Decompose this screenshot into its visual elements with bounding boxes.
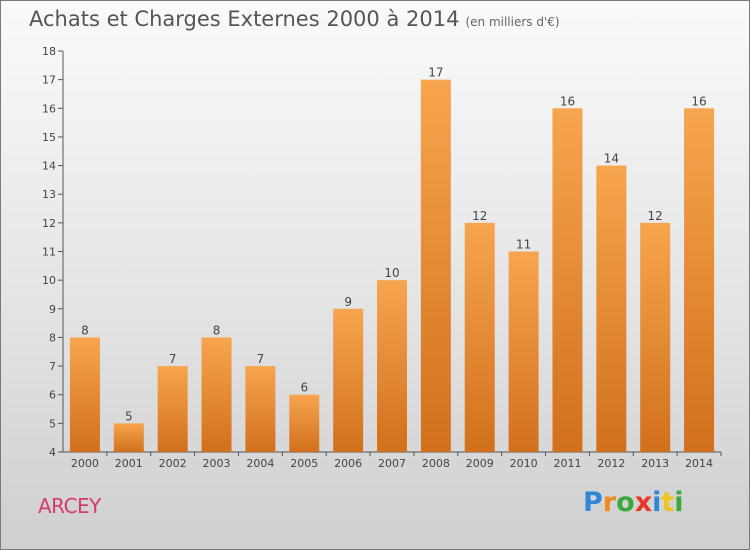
y-tick-label: 10	[42, 274, 56, 287]
y-tick-label: 5	[49, 417, 56, 430]
bar-2008	[420, 79, 451, 453]
logo-letter: i	[674, 487, 684, 518]
data-label-2003: 8	[213, 323, 221, 337]
x-tick-label-2004: 2004	[246, 457, 274, 470]
bar-2009	[464, 222, 495, 452]
x-tick-label-2007: 2007	[378, 457, 406, 470]
bar-2003	[201, 337, 232, 452]
x-tick-label-2006: 2006	[334, 457, 362, 470]
chart-title-text: Achats et Charges Externes 2000 à 2014	[29, 7, 460, 31]
y-tick-label: 16	[42, 102, 56, 115]
bar-2001	[113, 423, 144, 452]
y-tick-label: 12	[42, 217, 56, 230]
logo-letter: o	[616, 487, 635, 518]
y-tick-label: 15	[42, 131, 56, 144]
data-label-2007: 10	[384, 266, 399, 280]
data-label-2002: 7	[169, 352, 177, 366]
bar-2000	[69, 337, 100, 452]
bar-2007	[377, 280, 407, 452]
x-tick-label-2014: 2014	[685, 457, 713, 470]
commune-name: ARCEY	[38, 494, 101, 518]
logo-letter: x	[634, 487, 653, 518]
bar-2005	[289, 394, 320, 452]
data-label-2006: 9	[344, 295, 352, 309]
bar-2012	[596, 165, 627, 453]
bar-2002	[157, 366, 188, 452]
y-tick-label: 18	[42, 45, 56, 58]
bar-2010	[508, 251, 539, 452]
data-label-2005: 6	[300, 381, 308, 395]
chart-unit-note: (en milliers d'€)	[465, 15, 560, 29]
data-label-2004: 7	[257, 352, 265, 366]
logo-letter: r	[602, 487, 617, 518]
x-tick-label-2003: 2003	[203, 457, 231, 470]
data-label-2001: 5	[125, 409, 133, 423]
plot-area: 4 5 6 7 8 9 10 11 12 13 14 15 16 17 18 8 2000 5 2001 7 2002 8…	[42, 45, 722, 470]
data-label-2000: 8	[81, 323, 89, 337]
data-label-2008: 17	[428, 66, 443, 80]
y-tick-label: 9	[49, 303, 56, 316]
x-tick-label-2010: 2010	[510, 457, 538, 470]
x-tick-label-2001: 2001	[115, 457, 143, 470]
x-tick-label-2013: 2013	[641, 457, 669, 470]
logo-letter: P	[583, 487, 603, 518]
data-label-2009: 12	[472, 209, 487, 223]
y-tick-label: 4	[49, 446, 56, 459]
bar-2013	[640, 222, 671, 452]
x-tick-label-2002: 2002	[159, 457, 187, 470]
data-label-2014: 16	[691, 94, 706, 108]
logo-letter: i	[652, 487, 662, 518]
y-tick-label: 6	[49, 389, 56, 402]
data-label-2010: 11	[516, 238, 531, 252]
y-tick-label: 8	[49, 331, 56, 344]
proxiti-logo: Proxiti	[583, 487, 684, 518]
y-tick-label: 17	[42, 74, 56, 87]
x-tick-label-2012: 2012	[597, 457, 625, 470]
y-tick-label: 11	[42, 246, 56, 259]
x-tick-label-2008: 2008	[422, 457, 450, 470]
x-tick-label-2000: 2000	[71, 457, 99, 470]
data-label-2011: 16	[560, 94, 575, 108]
x-tick-label-2011: 2011	[553, 457, 581, 470]
bar-2011	[552, 108, 583, 453]
x-tick-label-2005: 2005	[290, 457, 318, 470]
x-tick-label-2009: 2009	[466, 457, 494, 470]
y-tick-label: 7	[49, 360, 56, 373]
data-label-2012: 14	[604, 152, 619, 166]
bar-2006	[333, 308, 364, 452]
chart-title: Achats et Charges Externes 2000 à 2014 (e…	[29, 7, 560, 31]
bar-2014	[684, 108, 715, 453]
bar-2004	[245, 366, 276, 452]
data-label-2013: 12	[648, 209, 663, 223]
y-tick-label: 14	[42, 160, 56, 173]
y-tick-label: 13	[42, 188, 56, 201]
logo-letter: t	[661, 487, 675, 518]
